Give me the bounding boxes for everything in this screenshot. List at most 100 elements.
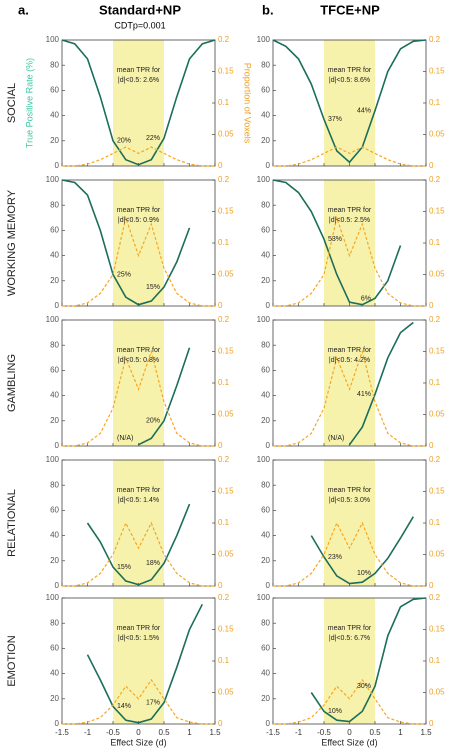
y2-tick-label: 0.2 [429, 175, 441, 184]
row-label: GAMBLING [6, 354, 18, 412]
y2-tick-label: 0.15 [218, 347, 234, 356]
y-tick-label: 0 [266, 161, 271, 170]
annotation: |d|<0.5: 3.0% [329, 497, 370, 504]
tpr-line [61, 39, 216, 166]
y-tick-label: 0 [266, 301, 271, 310]
y-tick-label: 20 [261, 416, 270, 425]
y-tick-label: 20 [50, 694, 59, 703]
row-label: SOCIAL [6, 83, 18, 123]
annotation: mean TPR for [117, 207, 161, 214]
point-label: 15% [146, 284, 160, 291]
y2-axis-label: Proportion of Voxels [243, 63, 253, 144]
y2-tick-label: 0.05 [429, 130, 445, 139]
y-tick-label: 0 [266, 581, 271, 590]
tpr-line [272, 39, 427, 164]
row-label: WORKING MEMORY [6, 189, 18, 296]
row-label: RELATIONAL [6, 489, 18, 557]
y-tick-label: 20 [50, 556, 59, 565]
y-tick-label: 40 [261, 531, 270, 540]
y2-tick-label: 0 [429, 161, 434, 170]
tpr-line [86, 503, 191, 586]
y-tick-label: 20 [50, 276, 59, 285]
y-tick-label: 60 [261, 86, 270, 95]
y-tick-label: 20 [50, 136, 59, 145]
y-tick-label: 100 [46, 593, 60, 602]
y-tick-label: 0 [55, 161, 60, 170]
annotation: |d|<0.5: 1.5% [118, 635, 159, 642]
y2-tick-label: 0.2 [429, 593, 441, 602]
y2-tick-label: 0.05 [429, 550, 445, 559]
highlight-band [324, 320, 375, 446]
tpr-line [310, 516, 414, 585]
y-tick-label: 40 [50, 251, 59, 260]
column-title: TFCE+NP [320, 2, 380, 17]
column-letter: b. [262, 2, 274, 17]
x-tick-label: -1 [84, 728, 92, 737]
y-tick-label: 20 [50, 416, 59, 425]
annotation: |d|<0.5: 8.6% [329, 77, 370, 84]
y-tick-label: 100 [46, 175, 60, 184]
y2-tick-label: 0.15 [429, 487, 445, 496]
y2-tick-label: 0.1 [218, 238, 230, 247]
y2-tick-label: 0 [218, 441, 223, 450]
point-label: 20% [117, 138, 131, 145]
y-tick-label: 60 [50, 644, 59, 653]
point-label: 17% [146, 699, 160, 706]
y2-tick-label: 0.1 [429, 656, 441, 665]
highlight-band [324, 180, 375, 306]
y-tick-label: 40 [261, 391, 270, 400]
y-tick-label: 80 [50, 340, 59, 349]
y-tick-label: 80 [261, 200, 270, 209]
y2-tick-label: 0.1 [218, 378, 230, 387]
point-label: 10% [328, 708, 342, 715]
point-label: 30% [357, 683, 371, 690]
y2-tick-label: 0.15 [218, 207, 234, 216]
y2-tick-label: 0.1 [429, 378, 441, 387]
point-label: 25% [117, 271, 131, 278]
y2-tick-label: 0 [218, 161, 223, 170]
x-tick-label: 0 [136, 728, 141, 737]
highlight-band [324, 598, 375, 724]
tpr-line [310, 597, 427, 723]
annotation: mean TPR for [328, 625, 372, 632]
x-tick-label: 1 [187, 728, 192, 737]
x-tick-label: -1.5 [55, 728, 69, 737]
x-tick-label: 0.5 [369, 728, 381, 737]
y-tick-label: 40 [50, 111, 59, 120]
y2-tick-label: 0.05 [218, 130, 234, 139]
x-axis-label: Effect Size (d) [110, 737, 166, 747]
y-tick-label: 20 [261, 276, 270, 285]
point-label: 44% [357, 107, 371, 114]
point-label: 53% [328, 236, 342, 243]
y-tick-label: 60 [50, 366, 59, 375]
y2-tick-label: 0.15 [429, 207, 445, 216]
point-label: 41% [357, 391, 371, 398]
y2-tick-label: 0.1 [218, 98, 230, 107]
proportion-line [273, 146, 426, 167]
y2-tick-label: 0.1 [218, 518, 230, 527]
point-label: 10% [357, 570, 371, 577]
x-tick-label: 1.5 [209, 728, 221, 737]
y2-tick-label: 0.15 [218, 487, 234, 496]
y-tick-label: 60 [261, 366, 270, 375]
y-tick-label: 0 [55, 441, 60, 450]
x-tick-label: -0.5 [317, 728, 331, 737]
y-tick-label: 100 [257, 35, 271, 44]
y-tick-label: 40 [261, 111, 270, 120]
y2-tick-label: 0.1 [429, 238, 441, 247]
y2-tick-label: 0.1 [429, 518, 441, 527]
point-label: 37% [328, 116, 342, 123]
point-label: 18% [146, 560, 160, 567]
annotation: |d|<0.5: 4.2% [329, 357, 370, 364]
proportion-line [273, 215, 426, 307]
x-tick-label: -1 [295, 728, 303, 737]
y2-tick-label: 0.05 [218, 270, 234, 279]
x-tick-label: -0.5 [106, 728, 120, 737]
proportion-line [273, 349, 426, 447]
y-tick-label: 0 [55, 301, 60, 310]
x-tick-label: 0 [347, 728, 352, 737]
x-tick-label: 1 [398, 728, 403, 737]
annotation: |d|<0.5: 0.8% [118, 357, 159, 364]
annotation: mean TPR for [117, 347, 161, 354]
y-axis-label: True Positive Rate (%) [24, 58, 34, 148]
